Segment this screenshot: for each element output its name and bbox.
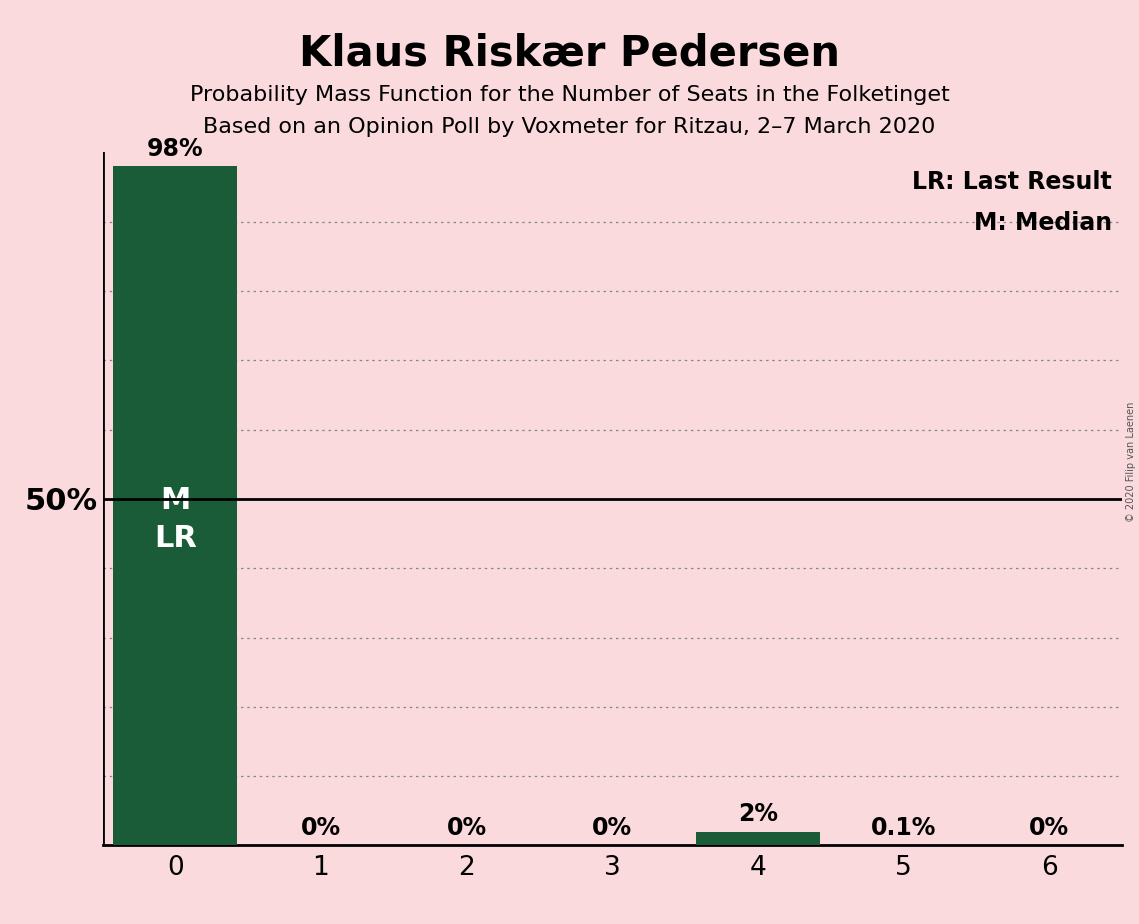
Text: 0.1%: 0.1% bbox=[871, 816, 936, 840]
Bar bbox=[114, 166, 237, 845]
Text: M: Median: M: Median bbox=[974, 212, 1112, 236]
Text: 2%: 2% bbox=[738, 802, 778, 826]
Text: 0%: 0% bbox=[592, 816, 632, 840]
Text: 0%: 0% bbox=[1029, 816, 1070, 840]
Text: Probability Mass Function for the Number of Seats in the Folketinget: Probability Mass Function for the Number… bbox=[189, 85, 950, 105]
Text: Klaus Riskær Pedersen: Klaus Riskær Pedersen bbox=[300, 32, 839, 74]
Bar bbox=[696, 832, 820, 845]
Text: © 2020 Filip van Laenen: © 2020 Filip van Laenen bbox=[1126, 402, 1136, 522]
Text: 0%: 0% bbox=[446, 816, 486, 840]
Text: 98%: 98% bbox=[147, 137, 204, 161]
Text: LR: Last Result: LR: Last Result bbox=[912, 170, 1112, 194]
Text: M
LR: M LR bbox=[154, 486, 197, 553]
Text: Based on an Opinion Poll by Voxmeter for Ritzau, 2–7 March 2020: Based on an Opinion Poll by Voxmeter for… bbox=[204, 117, 935, 138]
Text: 0%: 0% bbox=[301, 816, 341, 840]
